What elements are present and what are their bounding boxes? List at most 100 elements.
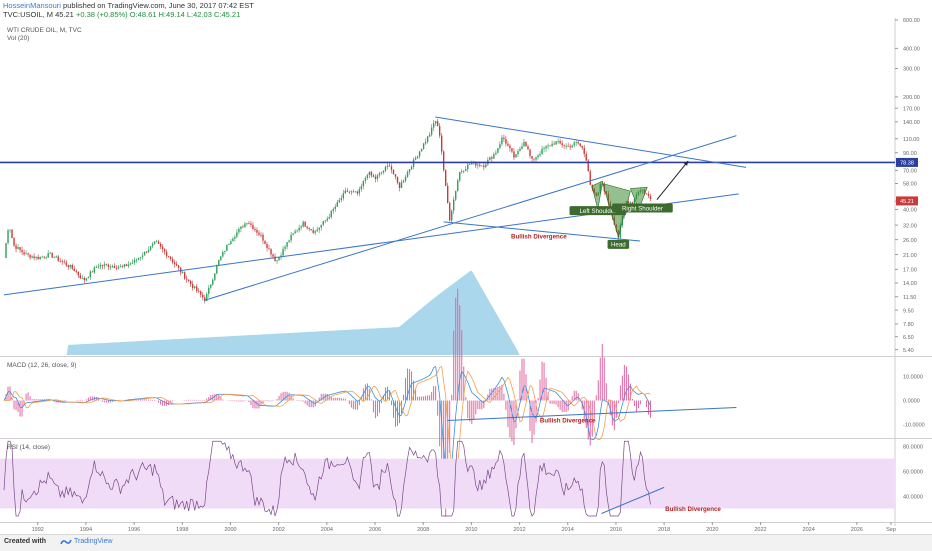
- candle-body: [93, 267, 96, 273]
- tradingview-brand-link[interactable]: TradingView: [74, 538, 113, 545]
- candle-body: [493, 154, 495, 159]
- candle-body: [157, 241, 160, 244]
- candle-body: [13, 238, 15, 246]
- x-tick-label: 1998: [176, 527, 188, 533]
- candle-body: [117, 267, 120, 269]
- candle-body: [71, 265, 73, 269]
- candle-body: [302, 221, 304, 227]
- candle-body: [238, 228, 240, 233]
- candle-body: [57, 256, 59, 261]
- candle-body: [294, 231, 296, 234]
- candle-body: [386, 165, 389, 167]
- author-link[interactable]: HosseinMansouri: [3, 1, 61, 10]
- volume-area: [66, 270, 520, 355]
- candle-body: [95, 267, 98, 268]
- candle-body: [252, 224, 254, 229]
- y-tick-label: 200.00: [903, 95, 920, 101]
- candle-body: [559, 141, 561, 144]
- ohlc-values: O:48.61 H:49.14 L:42.03 C:45.21: [129, 10, 241, 19]
- candle-body: [31, 256, 33, 258]
- candle-body: [286, 242, 288, 247]
- candle-body: [89, 271, 92, 278]
- candle-body: [467, 164, 469, 170]
- candle-body: [629, 202, 632, 204]
- candle-body: [21, 249, 23, 253]
- tradingview-logo-icon: [60, 539, 72, 545]
- candle-body: [396, 176, 399, 183]
- left-shoulder-label-box: [569, 206, 627, 216]
- candle-body: [51, 252, 53, 258]
- candle-body: [175, 264, 178, 266]
- candle-body: [202, 294, 204, 298]
- candle-body: [85, 278, 88, 281]
- y-tick-label: 26.00: [903, 238, 917, 244]
- y-tick-label: 600.00: [903, 18, 920, 24]
- candle-body: [248, 223, 250, 225]
- candle-body: [306, 226, 308, 229]
- x-tick-label: 2020: [706, 527, 718, 533]
- y-tick-label: 14.00: [903, 281, 917, 287]
- candle-body: [517, 151, 519, 155]
- candle-body: [348, 191, 351, 193]
- candle-body: [260, 234, 262, 236]
- candle-body: [121, 266, 124, 268]
- candle-body: [489, 157, 491, 160]
- candle-body: [539, 154, 541, 156]
- candle-body: [567, 145, 569, 147]
- candle-body: [330, 210, 332, 217]
- x-tick-label: 2018: [658, 527, 670, 533]
- candle-body: [547, 145, 549, 147]
- candle-body: [631, 202, 634, 205]
- candle-body: [334, 206, 336, 209]
- candle-body: [228, 243, 230, 245]
- candle-body: [79, 275, 81, 279]
- candle-body: [137, 258, 140, 260]
- candle-body: [499, 144, 501, 149]
- candle-body: [645, 193, 648, 195]
- candle-body: [101, 264, 104, 266]
- candle-body: [109, 266, 112, 268]
- candle-body: [45, 257, 47, 259]
- candle-body: [463, 170, 465, 172]
- candle-body: [246, 223, 248, 225]
- candle-body: [475, 161, 477, 166]
- candle-body: [125, 264, 128, 266]
- candle-body: [430, 127, 433, 135]
- rsi-tick-label: 60.0000: [903, 469, 923, 475]
- candle-body: [340, 198, 342, 201]
- candle-body: [555, 141, 557, 145]
- candle-body: [527, 146, 529, 150]
- candle-body: [352, 191, 355, 193]
- x-tick-label: 2026: [851, 527, 863, 533]
- x-tick-label: 2012: [513, 527, 525, 533]
- candle-body: [416, 156, 419, 158]
- candle-body: [143, 251, 146, 256]
- candle-body: [242, 226, 244, 228]
- candle-body: [214, 273, 216, 280]
- candle-body: [222, 252, 224, 257]
- candle-body: [328, 216, 330, 219]
- x-tick-label: 1992: [32, 527, 44, 533]
- candle-body: [495, 152, 497, 155]
- candle-body: [461, 171, 463, 173]
- candle-body: [326, 218, 328, 221]
- y-tick-label: 400.00: [903, 47, 920, 53]
- candle-body: [77, 271, 79, 276]
- candle-body: [358, 189, 361, 194]
- candle-body: [312, 230, 314, 233]
- candle-body: [551, 143, 553, 147]
- x-tick-label: 2016: [610, 527, 622, 533]
- candle-body: [424, 141, 427, 144]
- candle-body: [19, 247, 21, 250]
- candle-body: [346, 190, 349, 192]
- candle-body: [444, 170, 447, 186]
- candle-body: [39, 257, 41, 260]
- candle-body: [232, 238, 234, 242]
- candle-body: [356, 191, 359, 194]
- axis-layer: 600.00 400.00 300.00 200.00 170.00 140.00 110.…: [32, 18, 925, 533]
- rising-trendline: [203, 135, 737, 301]
- candle-body: [43, 256, 45, 258]
- y-tick-label: 170.00: [903, 106, 920, 112]
- candle-body: [511, 148, 513, 152]
- candle-body: [173, 262, 176, 265]
